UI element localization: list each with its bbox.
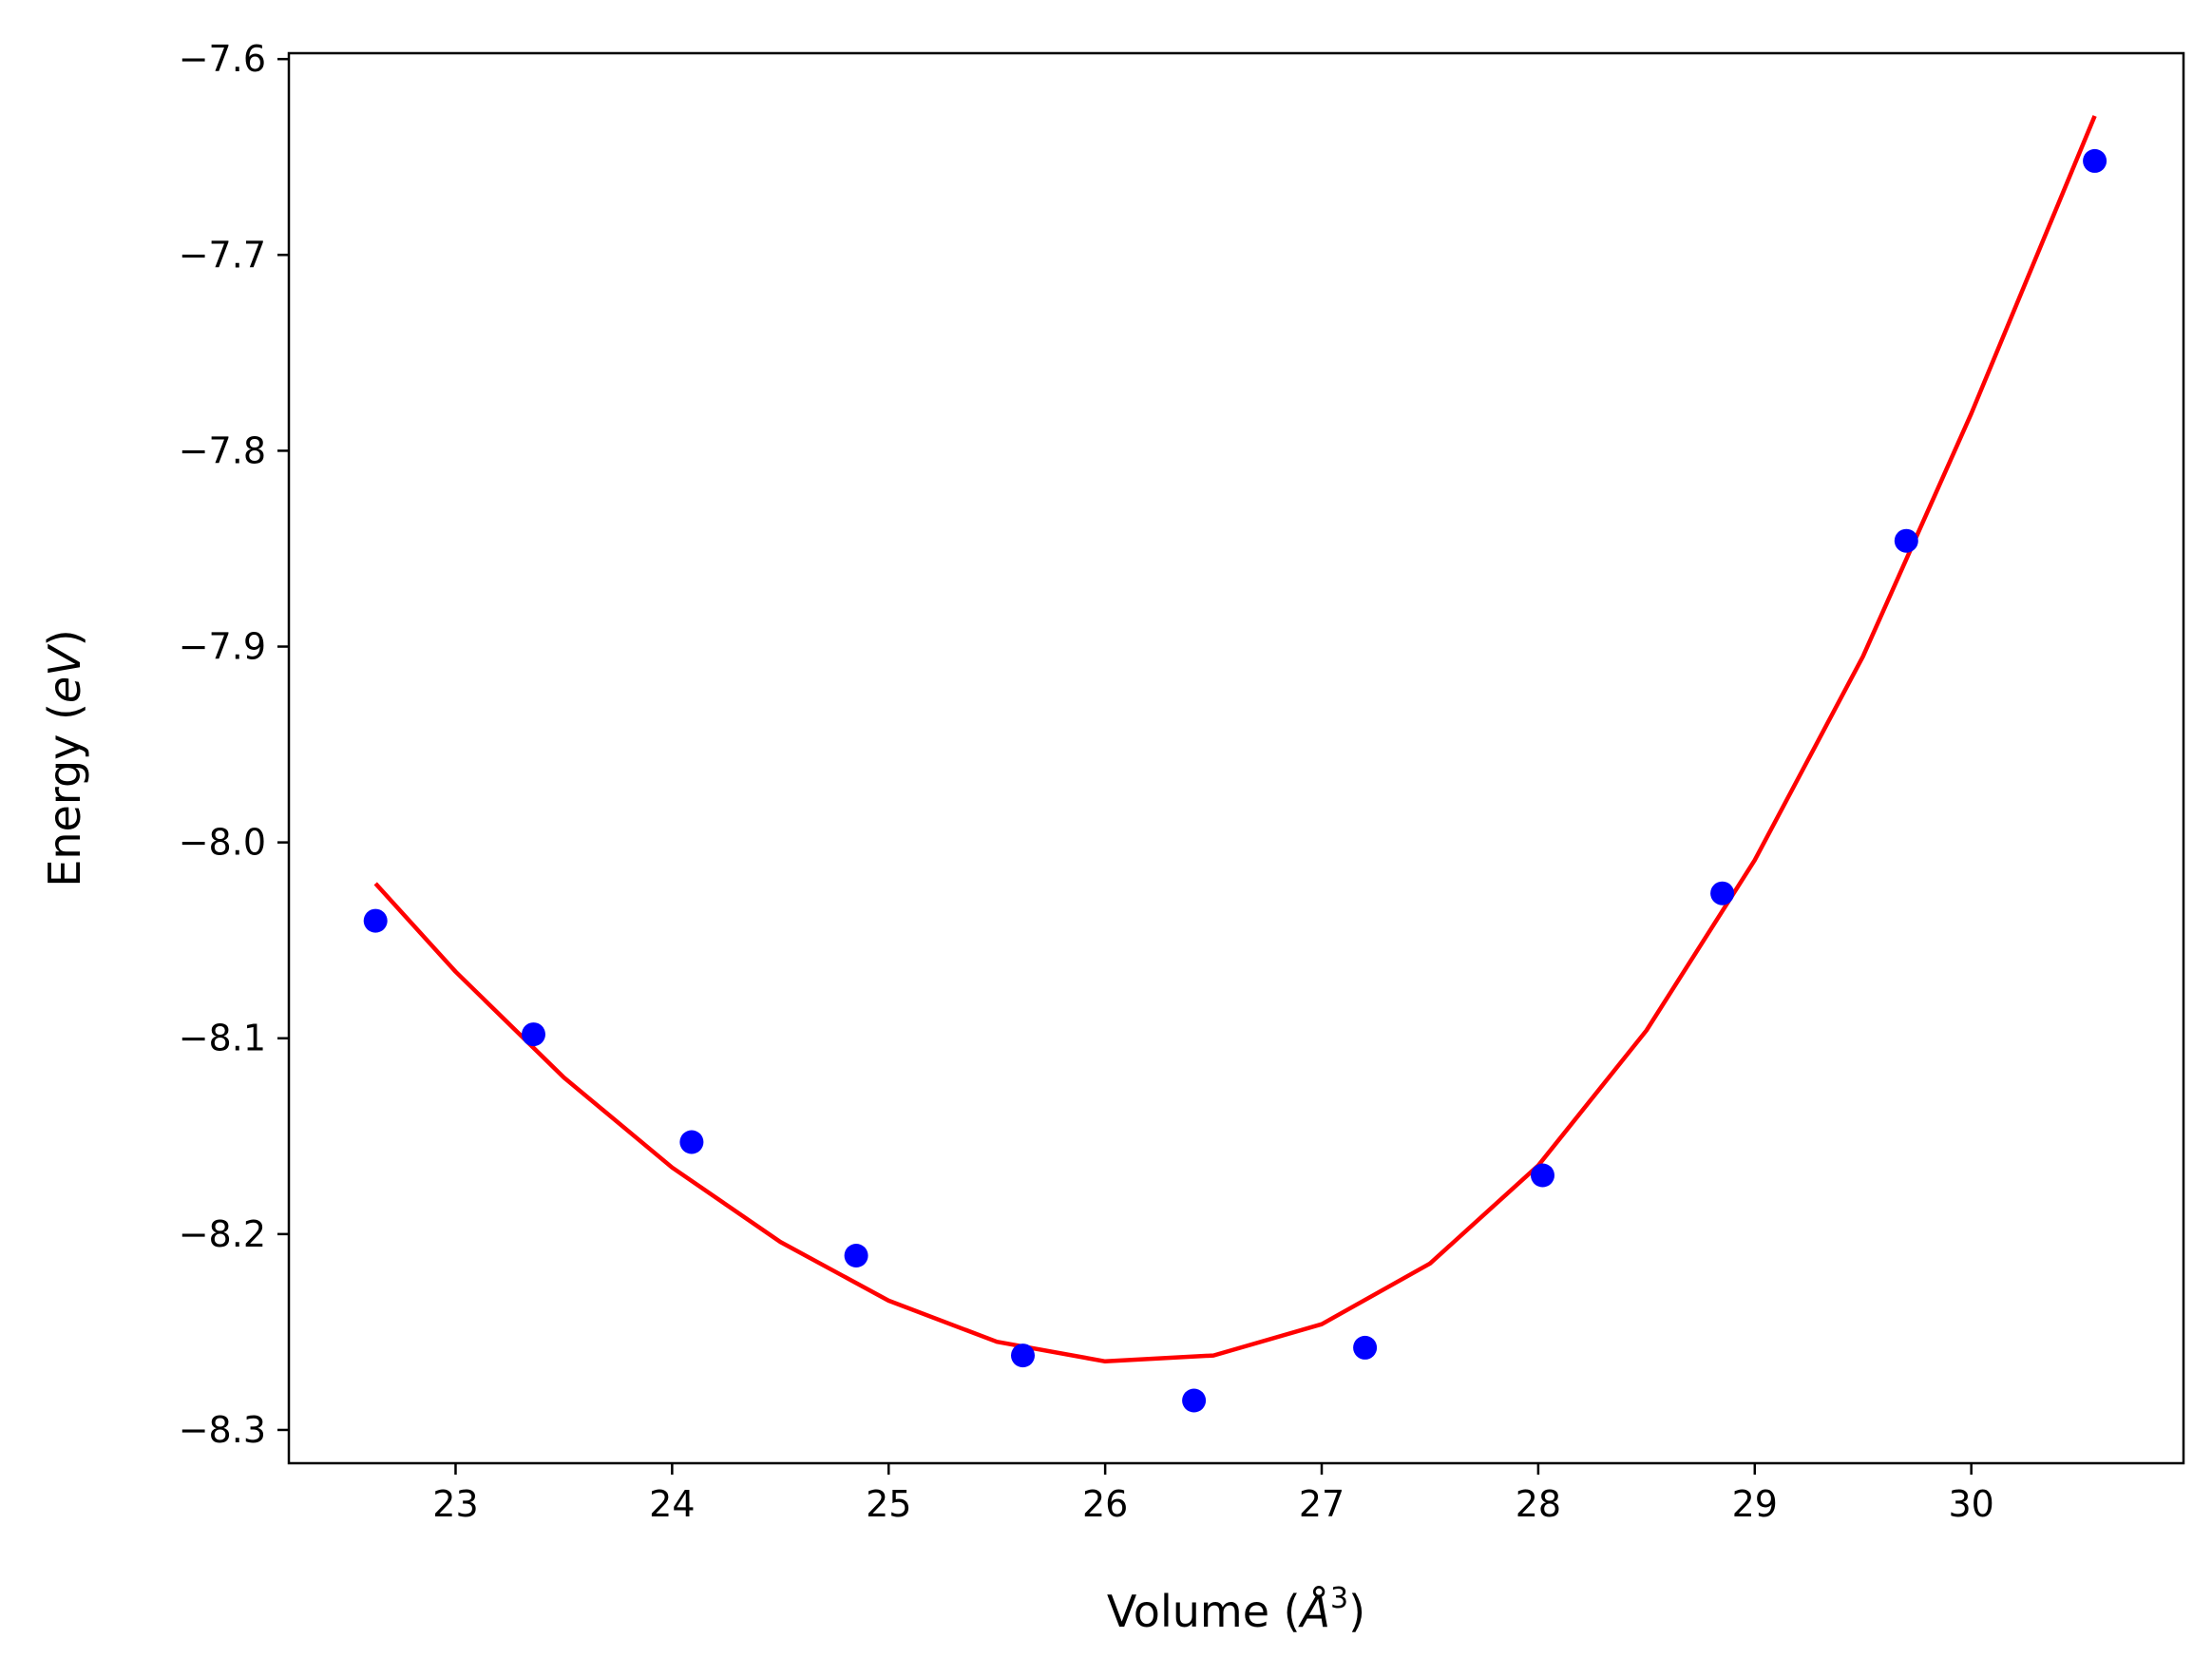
y-axis-label: Energy (eV) [39,629,90,886]
plot-frame [287,51,2185,1465]
x-axis-ticks: 23 24 25 26 27 28 29 30 [432,1463,1994,1525]
x-tick-label: 27 [1299,1483,1344,1525]
data-point [844,1244,868,1267]
x-tick-label: 28 [1516,1483,1561,1525]
data-point [679,1130,704,1154]
y-tick-label: −7.9 [179,626,266,668]
x-tick-label: 26 [1082,1483,1128,1525]
data-point [1894,528,1918,553]
data-point [522,1022,545,1047]
y-axis-label-unit: eV [39,643,90,703]
fit-curve [373,115,2097,1364]
y-tick-label: −8.1 [179,1018,266,1059]
data-point [2083,148,2107,173]
x-axis-label-exponent: 3 [1330,1582,1348,1615]
data-point [1531,1163,1554,1188]
data-point [1011,1344,1035,1368]
data-point [1710,881,1735,905]
y-tick-label: −7.6 [179,38,266,80]
x-tick-label: 23 [432,1483,478,1525]
x-axis-label: Volume (Å3) [1107,1582,1365,1637]
y-tick-label: −8.0 [179,822,266,864]
y-axis-label-prefix: Energy ( [39,703,90,887]
y-axis-ticks: −8.3 −8.2 −8.1 −8.0 −7.9 −7.8 −7.7 −7.6 [179,38,289,1451]
y-tick-label: −8.2 [179,1213,266,1255]
x-axis-label-suffix: ) [1348,1586,1365,1637]
plot-background [289,53,2183,1463]
y-tick-label: −7.7 [179,234,266,276]
fit-curve-layer [373,115,2097,1364]
data-point [1353,1335,1378,1360]
y-tick-label: −8.3 [179,1409,266,1451]
x-axis-label-prefix: Volume ( [1107,1586,1301,1637]
x-tick-label: 25 [866,1483,911,1525]
x-tick-label: 30 [1948,1483,1993,1525]
data-point [363,908,388,933]
data-points-layer [363,148,2107,1413]
y-tick-label: −7.8 [179,429,266,471]
data-point [1182,1388,1207,1413]
x-tick-label: 29 [1732,1483,1778,1525]
x-tick-label: 24 [649,1483,695,1525]
y-axis-label-suffix: ) [39,629,90,646]
x-axis-label-symbol: Å [1298,1586,1330,1637]
